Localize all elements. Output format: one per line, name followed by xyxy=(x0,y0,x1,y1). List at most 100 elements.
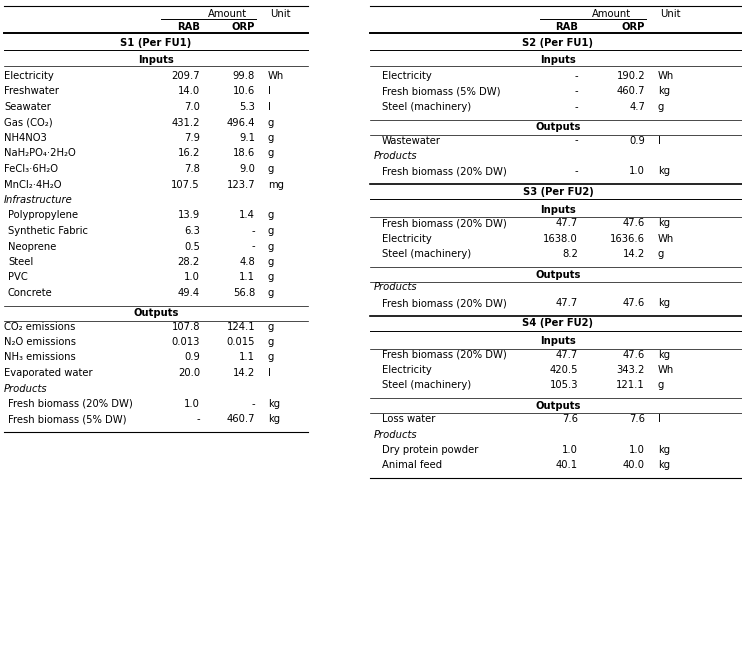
Text: 47.6: 47.6 xyxy=(623,218,645,228)
Text: 1638.0: 1638.0 xyxy=(543,234,578,244)
Text: -: - xyxy=(252,399,255,409)
Text: 107.8: 107.8 xyxy=(171,321,200,332)
Text: 40.1: 40.1 xyxy=(556,460,578,471)
Text: g: g xyxy=(658,381,664,390)
Text: -: - xyxy=(574,71,578,81)
Text: g: g xyxy=(268,288,275,298)
Text: 4.8: 4.8 xyxy=(239,257,255,267)
Text: Loss water: Loss water xyxy=(382,414,436,424)
Text: kg: kg xyxy=(658,86,670,97)
Text: 0.9: 0.9 xyxy=(184,353,200,362)
Text: 40.0: 40.0 xyxy=(623,460,645,471)
Text: Wh: Wh xyxy=(268,71,284,81)
Text: g: g xyxy=(658,102,664,112)
Text: l: l xyxy=(268,86,271,97)
Text: 123.7: 123.7 xyxy=(226,180,255,189)
Text: 1.0: 1.0 xyxy=(184,272,200,283)
Text: Wh: Wh xyxy=(658,71,674,81)
Text: Steel (machinery): Steel (machinery) xyxy=(382,102,471,112)
Text: Outputs: Outputs xyxy=(134,308,179,319)
Text: 10.6: 10.6 xyxy=(233,86,255,97)
Text: Fresh biomass (20% DW): Fresh biomass (20% DW) xyxy=(8,399,133,409)
Text: Electricity: Electricity xyxy=(382,71,432,81)
Text: 14.2: 14.2 xyxy=(623,249,645,259)
Text: 7.6: 7.6 xyxy=(629,414,645,424)
Text: 14.2: 14.2 xyxy=(233,368,255,378)
Text: g: g xyxy=(268,242,275,251)
Text: 420.5: 420.5 xyxy=(550,365,578,375)
Text: kg: kg xyxy=(658,460,670,471)
Text: S2 (Per FU1): S2 (Per FU1) xyxy=(522,38,594,48)
Text: Products: Products xyxy=(374,430,418,439)
Text: Amount: Amount xyxy=(592,9,631,19)
Text: 47.7: 47.7 xyxy=(556,218,578,228)
Text: Outputs: Outputs xyxy=(535,270,581,279)
Text: l: l xyxy=(268,102,271,112)
Text: kg: kg xyxy=(268,415,280,424)
Text: Concrete: Concrete xyxy=(8,288,53,298)
Text: mg: mg xyxy=(268,180,284,189)
Text: Steel (machinery): Steel (machinery) xyxy=(382,249,471,259)
Text: 13.9: 13.9 xyxy=(178,210,200,221)
Text: S1 (Per FU1): S1 (Per FU1) xyxy=(120,38,191,48)
Text: kg: kg xyxy=(658,445,670,455)
Text: Wh: Wh xyxy=(658,234,674,244)
Text: Electricity: Electricity xyxy=(4,71,53,81)
Text: 8.2: 8.2 xyxy=(562,249,578,259)
Text: Unit: Unit xyxy=(660,9,680,19)
Text: 14.0: 14.0 xyxy=(178,86,200,97)
Text: 1.1: 1.1 xyxy=(239,353,255,362)
Text: -: - xyxy=(574,136,578,146)
Text: 1.0: 1.0 xyxy=(184,399,200,409)
Text: -: - xyxy=(574,86,578,97)
Text: Animal feed: Animal feed xyxy=(382,460,442,471)
Text: Inputs: Inputs xyxy=(540,55,576,65)
Text: g: g xyxy=(658,249,664,259)
Text: g: g xyxy=(268,133,275,143)
Text: l: l xyxy=(658,414,661,424)
Text: Seawater: Seawater xyxy=(4,102,51,112)
Text: 0.015: 0.015 xyxy=(226,337,255,347)
Text: FeCl₃·6H₂O: FeCl₃·6H₂O xyxy=(4,164,58,174)
Text: 18.6: 18.6 xyxy=(233,148,255,159)
Text: -: - xyxy=(252,226,255,236)
Text: l: l xyxy=(268,368,271,378)
Text: 20.0: 20.0 xyxy=(178,368,200,378)
Text: Fresh biomass (20% DW): Fresh biomass (20% DW) xyxy=(382,298,507,308)
Text: S3 (Per FU2): S3 (Per FU2) xyxy=(522,187,594,197)
Text: 16.2: 16.2 xyxy=(177,148,200,159)
Text: l: l xyxy=(658,136,661,146)
Text: 99.8: 99.8 xyxy=(233,71,255,81)
Text: g: g xyxy=(268,210,275,221)
Text: 7.0: 7.0 xyxy=(184,102,200,112)
Text: 4.7: 4.7 xyxy=(629,102,645,112)
Text: NH4NO3: NH4NO3 xyxy=(4,133,47,143)
Text: Fresh biomass (5% DW): Fresh biomass (5% DW) xyxy=(8,415,126,424)
Text: 107.5: 107.5 xyxy=(171,180,200,189)
Text: 190.2: 190.2 xyxy=(617,71,645,81)
Text: 7.8: 7.8 xyxy=(184,164,200,174)
Text: 343.2: 343.2 xyxy=(617,365,645,375)
Text: 47.7: 47.7 xyxy=(556,349,578,360)
Text: Dry protein powder: Dry protein powder xyxy=(382,445,479,455)
Text: 0.5: 0.5 xyxy=(184,242,200,251)
Text: Amount: Amount xyxy=(208,9,247,19)
Text: Wh: Wh xyxy=(658,365,674,375)
Text: Inputs: Inputs xyxy=(540,205,576,215)
Text: 431.2: 431.2 xyxy=(171,118,200,127)
Text: 47.6: 47.6 xyxy=(623,298,645,308)
Text: g: g xyxy=(268,164,275,174)
Text: 124.1: 124.1 xyxy=(226,321,255,332)
Text: 5.3: 5.3 xyxy=(239,102,255,112)
Text: 47.6: 47.6 xyxy=(623,349,645,360)
Text: Freshwater: Freshwater xyxy=(4,86,59,97)
Text: Outputs: Outputs xyxy=(535,123,581,133)
Text: Outputs: Outputs xyxy=(535,401,581,411)
Text: g: g xyxy=(268,337,275,347)
Text: Steel: Steel xyxy=(8,257,33,267)
Text: Electricity: Electricity xyxy=(382,365,432,375)
Text: S4 (Per FU2): S4 (Per FU2) xyxy=(522,319,594,328)
Text: Fresh biomass (20% DW): Fresh biomass (20% DW) xyxy=(382,349,507,360)
Text: 1.0: 1.0 xyxy=(629,445,645,455)
Text: 9.1: 9.1 xyxy=(239,133,255,143)
